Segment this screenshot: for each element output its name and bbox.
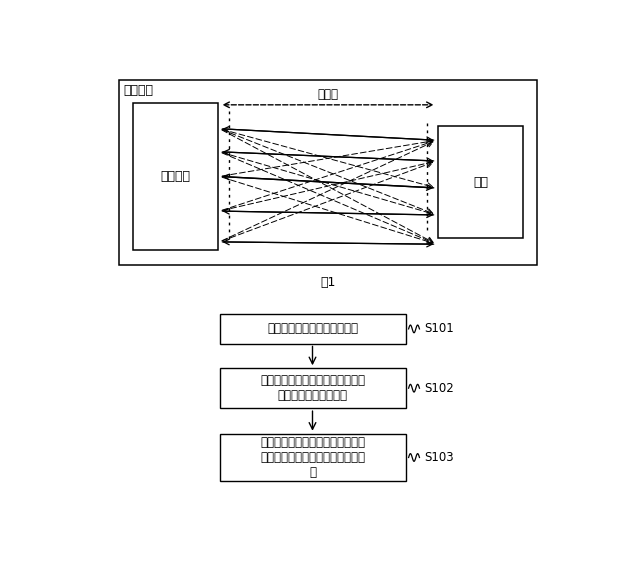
Text: S102: S102 [424, 382, 454, 395]
FancyBboxPatch shape [220, 314, 406, 344]
FancyBboxPatch shape [132, 104, 218, 249]
Text: 移动终端: 移动终端 [161, 170, 190, 183]
Text: 基站: 基站 [473, 176, 488, 189]
Text: 移动终端获取业务的启动命令: 移动终端获取业务的启动命令 [267, 323, 358, 335]
Text: S103: S103 [424, 451, 454, 464]
FancyBboxPatch shape [220, 434, 406, 482]
Text: 图1: 图1 [320, 276, 336, 289]
FancyBboxPatch shape [119, 80, 537, 265]
Text: 移动终端根据启动命令，确定业务
所需开启的天线的数量: 移动终端根据启动命令，确定业务 所需开启的天线的数量 [260, 374, 365, 402]
Text: S101: S101 [424, 323, 454, 335]
Text: 数据流: 数据流 [317, 88, 339, 101]
Text: 移动终端控制移动终端开启的天线
的数量为业务所需开启的天线的数
量: 移动终端控制移动终端开启的天线 的数量为业务所需开启的天线的数 量 [260, 436, 365, 479]
FancyBboxPatch shape [438, 126, 524, 238]
Text: 通信网络: 通信网络 [124, 85, 154, 97]
FancyBboxPatch shape [220, 368, 406, 408]
